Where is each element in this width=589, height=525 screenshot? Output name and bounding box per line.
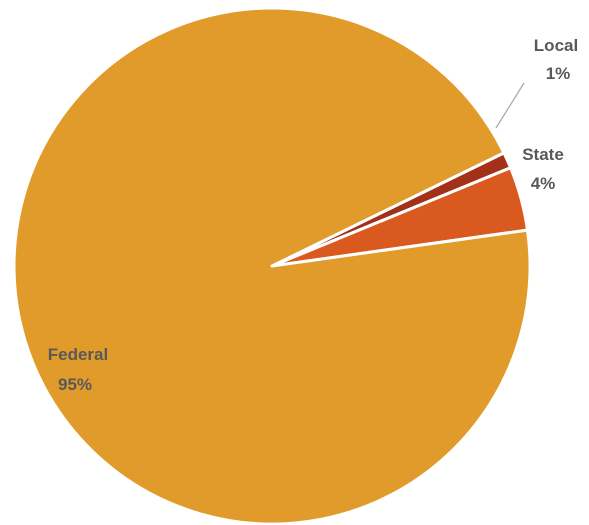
- slice-label-local-value: 1%: [546, 64, 571, 83]
- slice-label-federal-value: 95%: [58, 375, 92, 394]
- slice-label-state-value: 4%: [531, 174, 556, 193]
- pie-slice-federal: [12, 6, 532, 525]
- pie-slices: [12, 6, 532, 525]
- slice-label-state-name: State: [522, 145, 564, 164]
- local-leader-line: [495, 82, 525, 129]
- slice-label-local-name: Local: [534, 36, 578, 55]
- slice-label-federal-name: Federal: [48, 345, 108, 364]
